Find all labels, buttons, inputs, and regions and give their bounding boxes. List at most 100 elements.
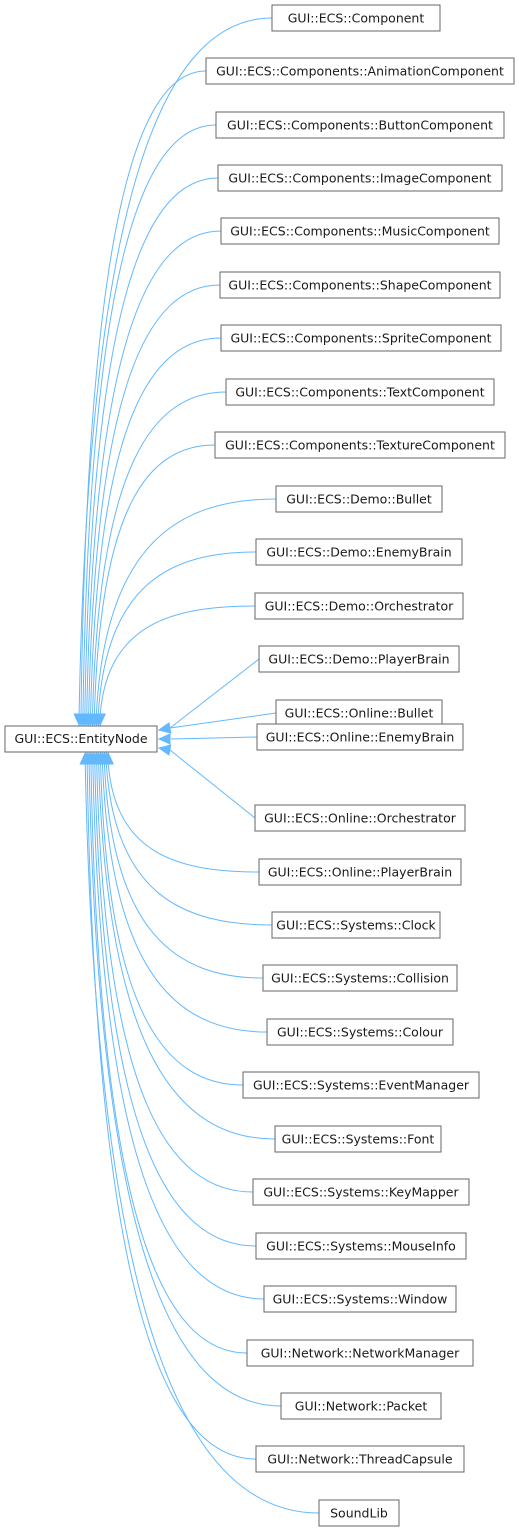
class-node-box xyxy=(258,645,460,673)
class-node-gui-ecs-systems-mouseinfo[interactable]: GUI::ECS::Systems::MouseInfo xyxy=(255,1232,467,1260)
class-node-box xyxy=(256,723,464,751)
class-node-gui-ecs-components-texturecomponent[interactable]: GUI::ECS::Components::TextureComponent xyxy=(214,431,506,459)
class-node-label: GUI::ECS::Systems::EventManager xyxy=(253,1078,470,1093)
inheritance-edge-gui-ecs-components-textcomponent xyxy=(92,391,227,715)
class-node-label: GUI::ECS::Online::Orchestrator xyxy=(264,811,457,826)
class-node-box xyxy=(271,911,441,939)
class-node-gui-ecs-components-textcomponent[interactable]: GUI::ECS::Components::TextComponent xyxy=(225,378,495,406)
class-node-box xyxy=(246,1339,474,1367)
class-node-box xyxy=(255,538,463,566)
class-node-gui-ecs-online-enemybrain[interactable]: GUI::ECS::Online::EnemyBrain xyxy=(256,723,464,751)
class-node-gui-network-threadcapsule[interactable]: GUI::Network::ThreadCapsule xyxy=(255,1445,465,1473)
class-node-box xyxy=(215,111,505,139)
class-node-label: GUI::ECS::Components::ImageComponent xyxy=(228,171,491,186)
class-node-gui-ecs-online-orchestrator[interactable]: GUI::ECS::Online::Orchestrator xyxy=(254,804,466,832)
class-node-box xyxy=(275,699,443,727)
inheritance-edge-gui-ecs-systems-mouseinfo xyxy=(94,763,257,1247)
inheritance-edge-gui-ecs-demo-orchestrator xyxy=(99,605,256,715)
arrowhead-icon xyxy=(157,744,172,756)
base-node-box xyxy=(4,725,158,753)
class-node-gui-network-packet[interactable]: GUI::Network::Packet xyxy=(280,1392,442,1420)
class-node-gui-ecs-demo-enemybrain[interactable]: GUI::ECS::Demo::EnemyBrain xyxy=(255,538,463,566)
class-node-gui-ecs-systems-collision[interactable]: GUI::ECS::Systems::Collision xyxy=(262,964,458,992)
inheritance-edge-gui-network-threadcapsule xyxy=(86,763,257,1460)
class-node-label: GUI::ECS::Demo::EnemyBrain xyxy=(266,545,451,560)
class-node-soundlib[interactable]: SoundLib xyxy=(318,1499,400,1527)
inheritance-edge-gui-ecs-systems-font xyxy=(98,763,276,1140)
class-node-label: GUI::ECS::Components::TextComponent xyxy=(235,385,484,400)
class-node-gui-network-networkmanager[interactable]: GUI::Network::NetworkManager xyxy=(246,1339,474,1367)
class-node-gui-ecs-online-bullet[interactable]: GUI::ECS::Online::Bullet xyxy=(275,699,443,727)
class-node-box xyxy=(252,1178,470,1206)
class-node-gui-ecs-demo-bullet[interactable]: GUI::ECS::Demo::Bullet xyxy=(275,485,443,513)
class-node-gui-ecs-systems-clock[interactable]: GUI::ECS::Systems::Clock xyxy=(271,911,441,939)
class-node-gui-ecs-demo-playerbrain[interactable]: GUI::ECS::Demo::PlayerBrain xyxy=(258,645,460,673)
class-node-gui-ecs-component[interactable]: GUI::ECS::Component xyxy=(271,4,441,32)
inheritance-edge-gui-ecs-components-buttoncomponent xyxy=(82,124,217,715)
class-node-box xyxy=(280,1392,442,1420)
class-node-label: GUI::Network::NetworkManager xyxy=(261,1346,460,1361)
class-node-box xyxy=(262,964,458,992)
class-node-gui-ecs-components-musiccomponent[interactable]: GUI::ECS::Components::MusicComponent xyxy=(220,217,500,245)
arrowhead-icon xyxy=(79,751,91,765)
inheritance-edge-gui-ecs-components-imagecomponent xyxy=(84,177,219,715)
inheritance-edge-gui-ecs-systems-colour xyxy=(101,763,268,1033)
class-node-gui-ecs-systems-keymapper[interactable]: GUI::ECS::Systems::KeyMapper xyxy=(252,1178,470,1206)
class-node-gui-ecs-online-playerbrain[interactable]: GUI::ECS::Online::PlayerBrain xyxy=(258,858,462,886)
inheritance-edge-gui-network-packet xyxy=(88,763,282,1407)
base-node-label: GUI::ECS::EntityNode xyxy=(14,731,147,746)
class-node-label: GUI::ECS::Component xyxy=(288,11,425,26)
class-node-gui-ecs-components-animationcomponent[interactable]: GUI::ECS::Components::AnimationComponent xyxy=(205,57,515,85)
inheritance-edge-gui-ecs-components-spritecomponent xyxy=(90,337,222,715)
class-node-gui-ecs-components-buttoncomponent[interactable]: GUI::ECS::Components::ButtonComponent xyxy=(215,111,505,139)
class-node-label: GUI::ECS::Online::PlayerBrain xyxy=(268,865,452,880)
class-node-box xyxy=(318,1499,400,1527)
inheritance-edge-gui-ecs-online-bullet xyxy=(169,712,277,729)
class-node-label: SoundLib xyxy=(330,1506,388,1521)
class-node-box xyxy=(275,485,443,513)
class-node-label: GUI::Network::Packet xyxy=(295,1399,428,1414)
inheritance-edge-gui-ecs-demo-enemybrain xyxy=(97,551,257,715)
arrowhead-icon xyxy=(94,713,107,727)
class-node-box xyxy=(219,271,501,299)
class-node-label: GUI::ECS::Systems::KeyMapper xyxy=(263,1185,459,1200)
class-node-label: GUI::ECS::Components::MusicComponent xyxy=(230,224,490,239)
class-node-label: GUI::ECS::Systems::Window xyxy=(273,1292,448,1307)
inheritance-edge-gui-ecs-online-orchestrator xyxy=(169,749,256,819)
class-node-gui-ecs-systems-window[interactable]: GUI::ECS::Systems::Window xyxy=(263,1285,457,1313)
class-node-box xyxy=(217,164,503,192)
class-node-gui-ecs-systems-eventmanager[interactable]: GUI::ECS::Systems::EventManager xyxy=(242,1071,480,1099)
class-node-label: GUI::ECS::Systems::Font xyxy=(282,1132,435,1147)
class-node-box xyxy=(214,431,506,459)
class-node-label: GUI::Network::ThreadCapsule xyxy=(267,1452,452,1467)
class-node-label: GUI::ECS::Systems::Collision xyxy=(271,971,449,986)
class-node-box xyxy=(255,1232,467,1260)
class-node-gui-ecs-systems-colour[interactable]: GUI::ECS::Systems::Colour xyxy=(266,1018,454,1046)
class-node-gui-ecs-components-imagecomponent[interactable]: GUI::ECS::Components::ImageComponent xyxy=(217,164,503,192)
derived-nodes: GUI::ECS::ComponentGUI::ECS::Components:… xyxy=(205,4,515,1527)
class-node-label: GUI::ECS::Online::Bullet xyxy=(285,706,434,721)
inheritance-edges xyxy=(73,17,320,1514)
base-node-entity-node[interactable]: GUI::ECS::EntityNode xyxy=(4,725,158,753)
inheritance-edge-gui-ecs-components-animationcomponent xyxy=(80,70,207,715)
inheritance-edge-gui-network-networkmanager xyxy=(90,763,248,1354)
class-node-box xyxy=(266,1018,454,1046)
inheritance-edge-gui-ecs-online-enemybrain xyxy=(170,736,258,740)
class-node-box xyxy=(271,4,441,32)
inheritance-edge-gui-ecs-demo-playerbrain xyxy=(169,658,260,729)
class-node-gui-ecs-components-spritecomponent[interactable]: GUI::ECS::Components::SpriteComponent xyxy=(220,324,502,352)
class-node-label: GUI::ECS::Components::ButtonComponent xyxy=(227,118,493,133)
inheritance-edge-gui-ecs-systems-clock xyxy=(105,763,273,926)
class-node-label: GUI::ECS::Online::EnemyBrain xyxy=(266,730,455,745)
class-node-box xyxy=(254,592,464,620)
class-node-label: GUI::ECS::Components::TextureComponent xyxy=(225,438,495,453)
class-node-gui-ecs-demo-orchestrator[interactable]: GUI::ECS::Demo::Orchestrator xyxy=(254,592,464,620)
inheritance-edge-gui-ecs-systems-window xyxy=(92,763,265,1300)
class-node-label: GUI::ECS::Systems::Clock xyxy=(276,918,436,933)
class-node-box xyxy=(263,1285,457,1313)
inheritance-edge-gui-ecs-systems-eventmanager xyxy=(100,763,244,1086)
inheritance-edge-gui-ecs-demo-bullet xyxy=(95,498,277,715)
class-node-gui-ecs-components-shapecomponent[interactable]: GUI::ECS::Components::ShapeComponent xyxy=(219,271,501,299)
class-node-gui-ecs-systems-font[interactable]: GUI::ECS::Systems::Font xyxy=(274,1125,442,1153)
